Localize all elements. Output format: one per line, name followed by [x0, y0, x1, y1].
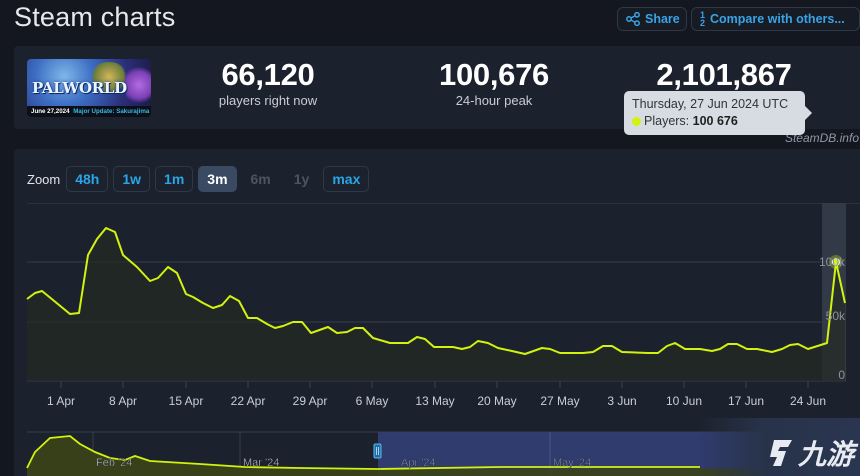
- x-axis: [60, 381, 809, 388]
- share-icon: [626, 12, 640, 26]
- svg-text:50k: 50k: [826, 309, 846, 323]
- navigator-label-may: May '24: [553, 457, 591, 469]
- zoom-1w-button[interactable]: 1w: [113, 166, 151, 192]
- zoom-3m-button[interactable]: 3m: [198, 166, 237, 192]
- svg-text:0: 0: [838, 368, 845, 382]
- svg-text:6 May: 6 May: [356, 394, 389, 408]
- y-axis-labels: 100k 50k 0: [819, 255, 846, 382]
- stat-value: 2,101,867: [656, 57, 792, 92]
- watermark-logo: 九游: [768, 433, 854, 473]
- page-title: Steam charts: [14, 2, 176, 32]
- hovered-point[interactable]: [832, 258, 840, 266]
- game-logo: PALWORLD: [32, 79, 127, 97]
- series-line-players: [26, 227, 846, 355]
- svg-text:10 Jun: 10 Jun: [666, 394, 702, 408]
- svg-text:22 Apr: 22 Apr: [231, 394, 266, 408]
- navigator-label-apr: Apr '24: [401, 457, 436, 469]
- svg-text:13 May: 13 May: [415, 394, 454, 408]
- stat-label: 24-hour peak: [455, 93, 533, 108]
- cover-caption: June 27,2024 Major Update: Sakurajima: [27, 106, 151, 117]
- chart-tooltip: Thursday, 27 Jun 2024 UTC Players: 100 6…: [624, 91, 812, 135]
- zoom-1m-button[interactable]: 1m: [155, 166, 194, 192]
- series-area: [27, 228, 845, 381]
- zoom-1y-button: 1y: [284, 166, 319, 192]
- zoom-48h-button[interactable]: 48h: [66, 166, 109, 192]
- stat-24h-peak: 100,676 24-hour peak: [414, 57, 574, 109]
- zoom-6m-button: 6m: [241, 166, 280, 192]
- share-label: Share: [645, 12, 680, 26]
- svg-text:3 Jun: 3 Jun: [607, 394, 636, 408]
- navigator-label-mar: Mar '24: [243, 457, 279, 469]
- stat-value: 100,676: [439, 57, 549, 92]
- tooltip-date: Thursday, 27 Jun 2024 UTC: [632, 97, 789, 111]
- tooltip-series: Players: 100 676: [632, 113, 805, 130]
- jiuyou-logo-icon: [769, 440, 792, 466]
- series-color-dot: [632, 117, 641, 126]
- svg-text:100k: 100k: [819, 255, 846, 269]
- svg-text:27 May: 27 May: [540, 394, 579, 408]
- range-navigator[interactable]: Feb '24 Mar '24 Apr '24 May '24: [26, 431, 860, 476]
- zoom-divider: [27, 203, 860, 204]
- zoom-max-button[interactable]: max: [323, 166, 370, 192]
- x-axis-labels: 1 Apr 8 Apr 15 Apr 22 Apr 29 Apr 6 May 1…: [47, 394, 826, 408]
- stat-current-players: 66,120 players right now: [194, 57, 342, 109]
- navigator-line: [26, 435, 700, 470]
- svg-text:24 Jun: 24 Jun: [790, 394, 826, 408]
- svg-text:8 Apr: 8 Apr: [109, 394, 137, 408]
- navigator-label-feb: Feb '24: [96, 457, 132, 469]
- zoom-label: Zoom: [27, 171, 61, 187]
- svg-text:15 Apr: 15 Apr: [169, 394, 204, 408]
- tooltip-value: 100 676: [692, 114, 738, 128]
- stat-label: players right now: [218, 93, 318, 108]
- svg-text:17 Jun: 17 Jun: [728, 394, 764, 408]
- svg-text:1 Apr: 1 Apr: [47, 394, 75, 408]
- game-cover-image[interactable]: PALWORLD June 27,2024 Major Update: Saku…: [27, 59, 151, 117]
- stat-value: 66,120: [221, 57, 315, 92]
- share-button[interactable]: Share: [617, 7, 687, 31]
- svg-text:29 Apr: 29 Apr: [293, 394, 328, 408]
- zoom-selector: Zoom 48h 1w 1m 3m 6m 1y max: [27, 166, 370, 192]
- navigator-handle-left[interactable]: [373, 443, 382, 459]
- steamdb-credit[interactable]: SteamDB.info: [784, 131, 859, 145]
- svg-text:20 May: 20 May: [477, 394, 516, 408]
- compare-label: Compare with others...: [710, 12, 845, 26]
- watermark-overlay: 九游: [700, 418, 860, 476]
